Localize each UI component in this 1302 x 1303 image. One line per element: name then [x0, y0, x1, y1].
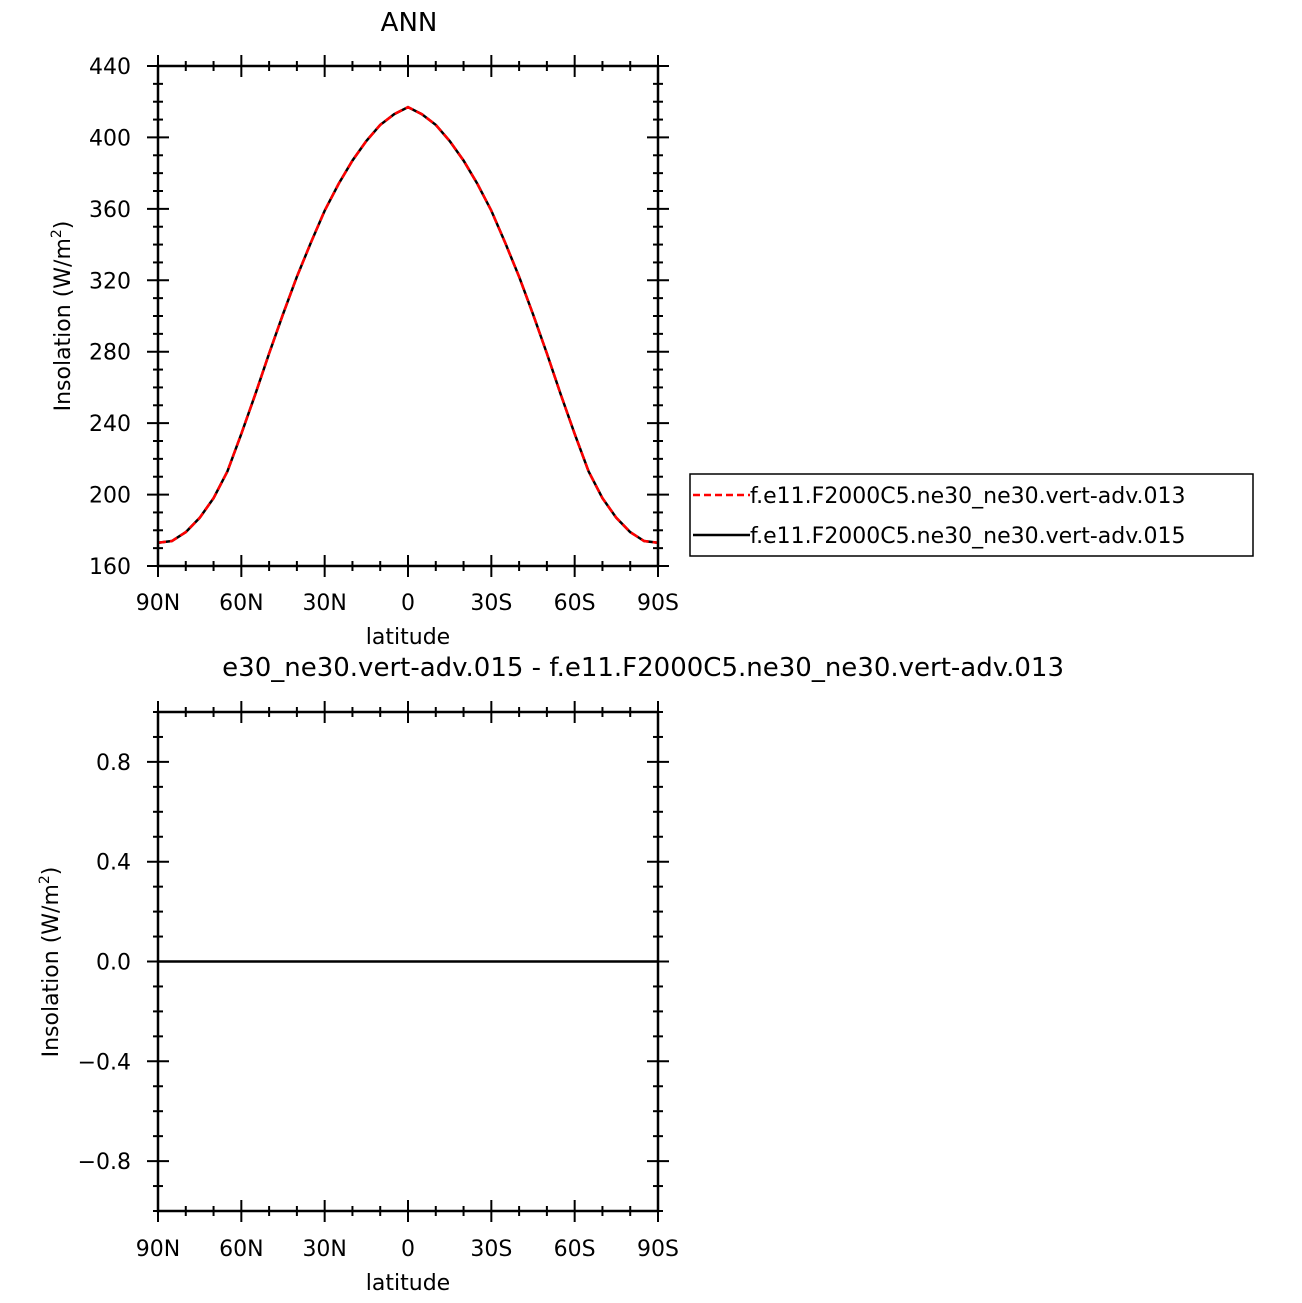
bottom-panel: e30_ne30.vert-adv.015 - f.e11.F2000C5.ne…: [37, 653, 1064, 1296]
top-panel: ANN 90N 60N 30N 0 30S 60S 90S 160 200 240 280 320 3…: [49, 8, 1254, 650]
bottom-x-tick-label: 30S: [470, 1237, 512, 1262]
top-x-tick-label: 90S: [637, 591, 679, 616]
bottom-x-tick-label: 0: [401, 1237, 415, 1262]
top-x-tick-label: 90N: [136, 591, 180, 616]
top-y-tick-label: 280: [89, 341, 131, 366]
top-y-tick-label: 160: [89, 555, 131, 580]
top-y-tick-label: 320: [89, 269, 131, 294]
top-y-tick-label: 440: [89, 55, 131, 80]
top-x-tick-labels: 90N 60N 30N 0 30S 60S 90S: [136, 591, 679, 616]
bottom-y-tick-label: 0.8: [96, 751, 131, 776]
bottom-x-tick-label: 90S: [637, 1237, 679, 1262]
top-x-tick-label: 30N: [302, 591, 346, 616]
top-plot-area: [157, 105, 659, 545]
bottom-y-tick-label: 0.0: [96, 951, 131, 976]
bottom-y-tick-label: 0.4: [96, 851, 131, 876]
top-y-tick-labels: 160 200 240 280 320 360 400 440: [89, 55, 131, 580]
legend-box: [689, 473, 1254, 557]
bottom-x-tick-label: 60S: [554, 1237, 596, 1262]
bottom-x-axis-label: latitude: [366, 1271, 450, 1296]
bottom-x-tick-labels: 90N 60N 30N 0 30S 60S 90S: [136, 1237, 679, 1262]
top-x-axis-label: latitude: [366, 625, 450, 650]
top-axis-ticks: [147, 55, 669, 577]
bottom-y-tick-label: −0.8: [78, 1150, 131, 1175]
top-y-tick-label: 360: [89, 198, 131, 223]
top-x-tick-label: 0: [401, 591, 415, 616]
top-y-tick-label: 200: [89, 484, 131, 509]
legend-label-013: f.e11.F2000C5.ne30_ne30.vert-adv.013: [750, 484, 1186, 509]
top-chart-title: ANN: [381, 8, 438, 38]
bottom-y-axis-label: Insolation (W/m2): [37, 867, 64, 1058]
top-series-line-0: [157, 105, 659, 545]
top-y-axis-label: Insolation (W/m2): [49, 221, 76, 412]
top-x-tick-label: 30S: [470, 591, 512, 616]
top-x-tick-label: 60N: [219, 591, 263, 616]
top-y-tick-label: 400: [89, 126, 131, 151]
bottom-x-tick-label: 30N: [302, 1237, 346, 1262]
legend-label-015: f.e11.F2000C5.ne30_ne30.vert-adv.015: [750, 524, 1186, 549]
bottom-chart-title: e30_ne30.vert-adv.015 - f.e11.F2000C5.ne…: [222, 653, 1064, 683]
bottom-x-tick-label: 60N: [219, 1237, 263, 1262]
top-series-line-1: [157, 105, 659, 545]
top-x-tick-label: 60S: [554, 591, 596, 616]
bottom-axis-ticks: [147, 701, 669, 1222]
bottom-x-tick-label: 90N: [136, 1237, 180, 1262]
legend: f.e11.F2000C5.ne30_ne30.vert-adv.013 f.e…: [689, 473, 1254, 557]
bottom-y-tick-label: −0.4: [78, 1050, 131, 1075]
bottom-y-tick-labels: −0.8 −0.4 0.0 0.4 0.8: [78, 751, 131, 1175]
top-y-tick-label: 240: [89, 412, 131, 437]
top-plot-frame: [156, 64, 660, 568]
